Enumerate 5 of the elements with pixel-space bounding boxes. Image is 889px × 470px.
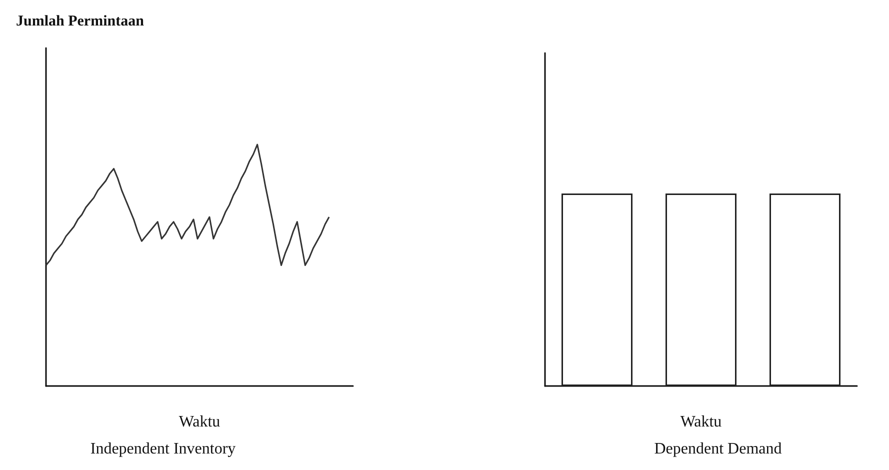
x-axis-title: Waktu [680,414,722,430]
text: Dependent Demand [654,440,782,458]
x-axis-title: Waktu [178,414,220,430]
y-axis-title: Jumlah Permintaan [16,14,145,30]
text: Independent Inventory [90,440,236,458]
